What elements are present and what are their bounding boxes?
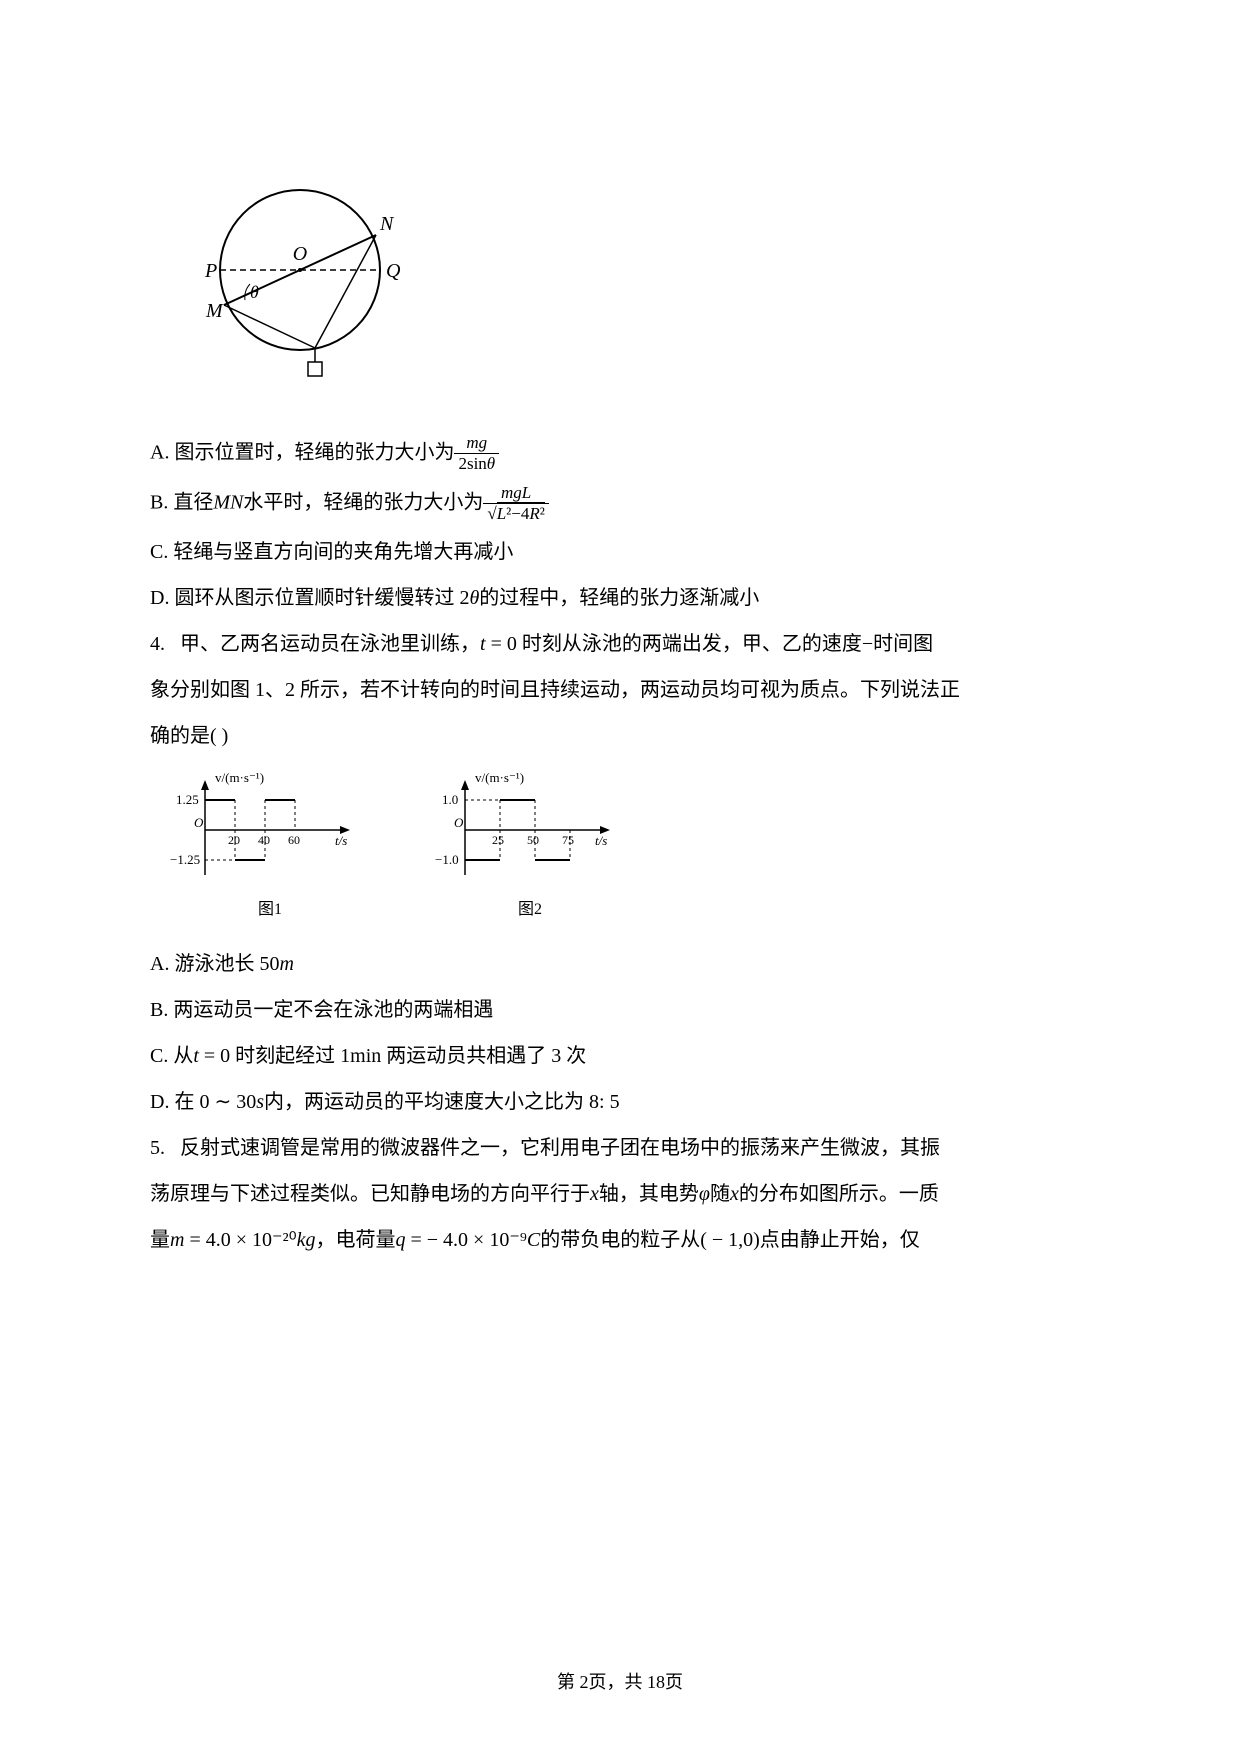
opt-b-num: mgL xyxy=(483,483,549,504)
g2-x1: 25 xyxy=(492,833,504,847)
question-5: 5. 反射式速调管是常用的微波器件之一，它利用电子团在电场中的振荡来产生微波，其… xyxy=(150,1129,1090,1167)
q5-line2: 荡原理与下述过程类似。已知静电场的方向平行于x轴，其电势φ随x的分布如图所示。一… xyxy=(150,1175,1090,1213)
q4-a-text: 游泳池长 50m xyxy=(174,953,293,975)
label-Q: Q xyxy=(386,260,401,282)
option-b: B. 直径MN水平时，轻绳的张力大小为mgL√L²−4R² xyxy=(150,483,1090,525)
label-theta: θ xyxy=(250,282,259,302)
g1-origin: O xyxy=(194,815,204,830)
q5-text2: 荡原理与下述过程类似。已知静电场的方向平行于x轴，其电势φ随x的分布如图所示。一… xyxy=(150,1183,939,1205)
option-a: A. 图示位置时，轻绳的张力大小为mg2sinθ xyxy=(150,433,1090,475)
option-c-label: C. xyxy=(150,541,168,563)
option-b-text: 直径MN水平时，轻绳的张力大小为 xyxy=(173,491,483,513)
option-c-text: 轻绳与竖直方向间的夹角先增大再减小 xyxy=(173,541,513,563)
label-P: P xyxy=(204,260,217,282)
graphs: v/(m·s⁻¹) 1.25 O −1.25 20 40 60 t/s 图1 xyxy=(170,770,1090,925)
q4-line2: 象分别如图 1、2 所示，若不计转向的时间且持续运动，两运动员均可视为质点。下列… xyxy=(150,671,1090,709)
q4-option-d: D. 在 0 ∼ 30s内，两运动员的平均速度大小之比为 8: 5 xyxy=(150,1083,1090,1121)
q4-text3: 确的是( ) xyxy=(150,725,228,747)
q4-text1: 甲、乙两名运动员在泳池里训练，t = 0 时刻从泳池的两端出发，甲、乙的速度−时… xyxy=(180,633,933,655)
option-c: C. 轻绳与竖直方向间的夹角先增大再减小 xyxy=(150,533,1090,571)
question-4: 4. 甲、乙两名运动员在泳池里训练，t = 0 时刻从泳池的两端出发，甲、乙的速… xyxy=(150,625,1090,663)
g1-ypos: 1.25 xyxy=(176,792,199,807)
label-O: O xyxy=(293,243,307,265)
q4-c-label: C. xyxy=(150,1045,168,1067)
option-d: D. 圆环从图示位置顺时针缓慢转过 2θ的过程中，轻绳的张力逐渐减小 xyxy=(150,579,1090,617)
q5-line3: 量m = 4.0 × 10⁻²⁰kg，电荷量q = − 4.0 × 10⁻⁹C的… xyxy=(150,1221,1090,1259)
graph1-caption: 图1 xyxy=(258,895,282,925)
q4-option-a: A. 游泳池长 50m xyxy=(150,945,1090,983)
q4-num: 4. xyxy=(150,633,165,655)
option-b-label: B. xyxy=(150,491,168,513)
option-d-label: D. xyxy=(150,587,169,609)
page-footer: 第 2页，共 18页 xyxy=(0,1668,1240,1694)
label-N: N xyxy=(379,213,395,235)
g1-x1: 20 xyxy=(228,833,240,847)
option-a-text: 图示位置时，轻绳的张力大小为 xyxy=(174,441,454,463)
q4-b-text: 两运动员一定不会在泳池的两端相遇 xyxy=(173,999,493,1021)
opt-a-num: mg xyxy=(454,433,499,454)
q4-a-label: A. xyxy=(150,953,169,975)
g1-yneg: −1.25 xyxy=(170,852,200,867)
graph1-block: v/(m·s⁻¹) 1.25 O −1.25 20 40 60 t/s 图1 xyxy=(170,770,370,925)
g2-ypos: 1.0 xyxy=(442,792,458,807)
g2-ylabel: v/(m·s⁻¹) xyxy=(475,770,524,785)
g1-x3: 60 xyxy=(288,833,300,847)
g2-x3: 75 xyxy=(562,833,574,847)
g1-xlabel: t/s xyxy=(335,833,347,848)
q4-b-label: B. xyxy=(150,999,168,1021)
q5-text3: 量m = 4.0 × 10⁻²⁰kg，电荷量q = − 4.0 × 10⁻⁹C的… xyxy=(150,1229,920,1251)
q4-c-text: 从t = 0 时刻起经过 1min 两运动员共相遇了 3 次 xyxy=(173,1045,586,1067)
g1-ylabel: v/(m·s⁻¹) xyxy=(215,770,264,785)
q4-option-c: C. 从t = 0 时刻起经过 1min 两运动员共相遇了 3 次 xyxy=(150,1037,1090,1075)
g1-x2: 40 xyxy=(258,833,270,847)
q4-d-text: 在 0 ∼ 30s内，两运动员的平均速度大小之比为 8: 5 xyxy=(174,1091,619,1113)
g2-x2: 50 xyxy=(527,833,539,847)
option-a-label: A. xyxy=(150,441,169,463)
q4-line3: 确的是( ) xyxy=(150,717,1090,755)
q4-text2: 象分别如图 1、2 所示，若不计转向的时间且持续运动，两运动员均可视为质点。下列… xyxy=(150,679,960,701)
label-M: M xyxy=(205,300,224,322)
option-d-text: 圆环从图示位置顺时针缓慢转过 2θ的过程中，轻绳的张力逐渐减小 xyxy=(174,587,759,609)
q5-text1: 反射式速调管是常用的微波器件之一，它利用电子团在电场中的振荡来产生微波，其振 xyxy=(180,1137,940,1159)
q4-d-label: D. xyxy=(150,1091,169,1113)
g2-xlabel: t/s xyxy=(595,833,607,848)
graph2-block: v/(m·s⁻¹) 1.0 O −1.0 25 50 75 t/s 图2 xyxy=(430,770,630,925)
g2-origin: O xyxy=(454,815,464,830)
graph2-caption: 图2 xyxy=(518,895,542,925)
g2-yneg: −1.0 xyxy=(435,852,459,867)
circle-figure: O P Q M N θ xyxy=(150,170,1090,403)
opt-a-den: 2sinθ xyxy=(454,454,499,474)
opt-b-den: √L²−4R² xyxy=(483,504,549,524)
q5-num: 5. xyxy=(150,1137,165,1159)
q4-option-b: B. 两运动员一定不会在泳池的两端相遇 xyxy=(150,991,1090,1029)
